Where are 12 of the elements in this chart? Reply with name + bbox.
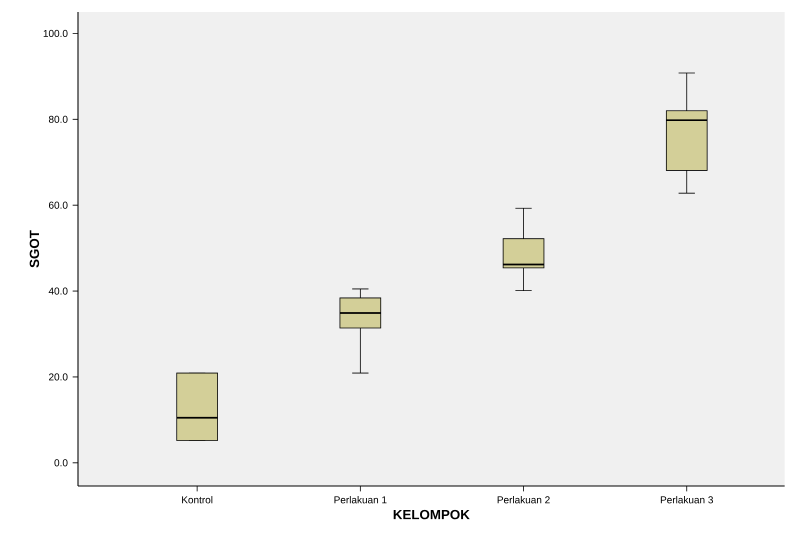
- y-tick-label: 80.0: [48, 116, 68, 123]
- y-tick-label: 20.0: [48, 373, 68, 380]
- y-tick-label: 60.0: [48, 202, 68, 209]
- x-axis-title: KELOMPOK: [394, 510, 470, 520]
- y-tick-label: 40.0: [48, 288, 68, 295]
- x-tick-label: Perlakuan 2: [498, 496, 550, 504]
- y-axis-title: SGOT: [30, 230, 40, 268]
- x-tick-label: Perlakuan 3: [660, 496, 713, 504]
- x-tick-label: Kontrol: [182, 496, 212, 504]
- y-tick-label: 100.0: [44, 30, 68, 38]
- x-tick-label: Perlakuan 1: [334, 496, 387, 504]
- y-tick-label: 0.0: [54, 459, 68, 466]
